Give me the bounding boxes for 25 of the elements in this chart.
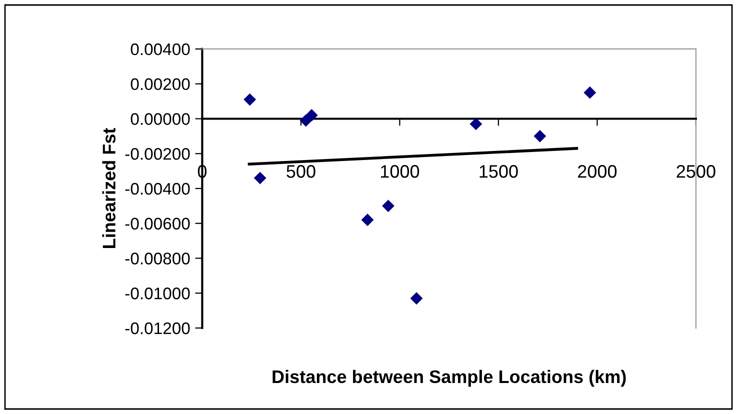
point: [361, 214, 374, 226]
y-tick-label: -0.00600: [125, 218, 190, 230]
point: [305, 109, 318, 122]
x-tick-label: 1500: [480, 165, 518, 178]
y-tick-label: -0.00800: [125, 252, 190, 264]
y-tick-label: 0.00000: [130, 113, 190, 125]
x-tick-label: 2500: [676, 165, 716, 178]
point: [584, 86, 596, 99]
point: [244, 93, 256, 106]
y-tick-label: -0.01000: [125, 288, 190, 300]
y-tick-label: -0.00200: [125, 148, 190, 160]
x-tick-label: 500: [286, 165, 316, 178]
y-axis-title: Linearized Fst: [102, 128, 116, 248]
point: [382, 200, 394, 212]
y-tick-label: 0.00200: [130, 78, 190, 90]
y-tick-label: -0.00400: [125, 182, 190, 195]
x-axis-title: Distance between Sample Locations (km): [272, 370, 626, 387]
point: [534, 130, 546, 142]
y-tick-label: -0.01200: [125, 322, 190, 334]
x-tick-label: 1000: [380, 165, 420, 178]
y-tick-label: 0.00400: [130, 43, 190, 56]
point: [470, 118, 482, 130]
x-tick-label: 2000: [578, 165, 617, 178]
point: [410, 292, 423, 305]
point: [254, 172, 266, 184]
